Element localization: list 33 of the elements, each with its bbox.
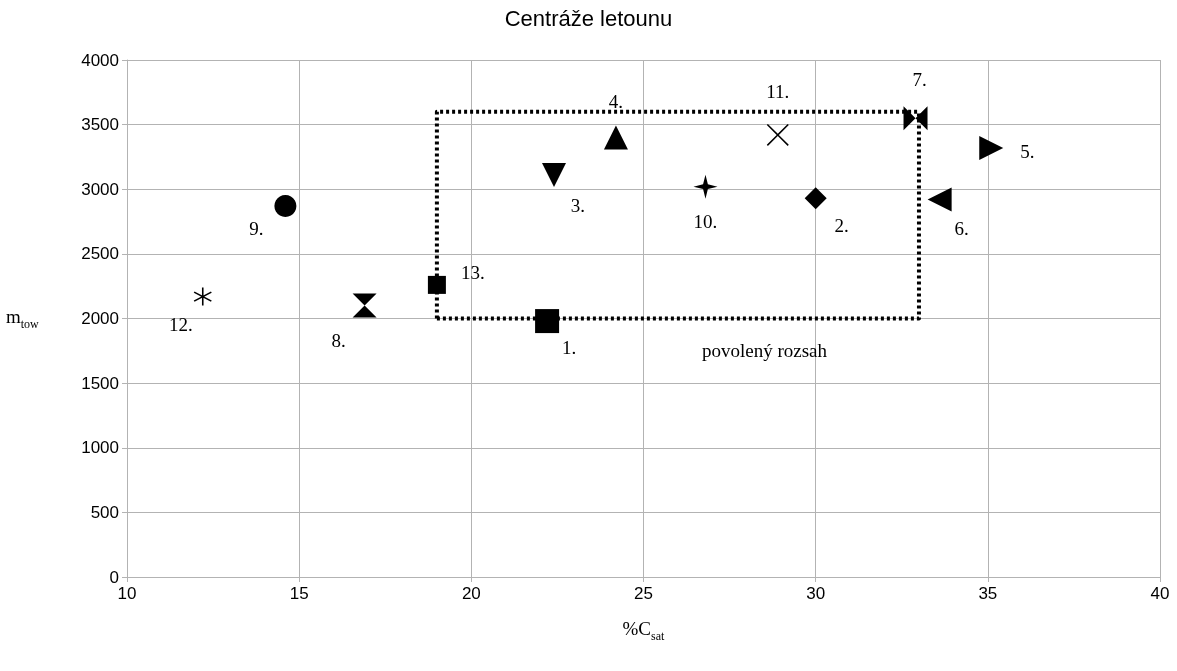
series-label: 4.: [608, 90, 624, 112]
y-tick-label: 1000: [81, 438, 119, 458]
series-label: 1.: [561, 337, 577, 359]
series-label: povolený rozsah: [701, 340, 828, 362]
series-label: 7.: [912, 69, 927, 91]
y-tick-label: 1500: [81, 373, 119, 393]
y-tick-label: 2500: [81, 244, 119, 264]
y-tick-label: 0: [109, 567, 119, 587]
y-tick-label: 500: [90, 502, 119, 522]
series-label: 8.: [331, 329, 346, 351]
x-tick-label: 40: [1150, 584, 1170, 603]
x-tick-label: 35: [978, 584, 998, 603]
series-label: 11.: [766, 80, 790, 102]
chart-title: Centráže letounu: [504, 5, 673, 31]
x-tick-label: 10: [117, 584, 137, 603]
series-label: 12.: [168, 313, 193, 335]
x-tick-label: 15: [289, 584, 309, 603]
series-label: 13.: [460, 262, 485, 284]
series-label: 2.: [834, 215, 849, 237]
series-label: 10.: [693, 210, 718, 232]
series-label: 6.: [954, 217, 969, 239]
y-tick-label: 3000: [81, 179, 119, 199]
y-tick-label: 3500: [81, 115, 119, 135]
y-tick-label: 2000: [81, 309, 119, 328]
x-tick-label: 25: [634, 584, 653, 603]
y-axis-title: m$_{tow}$: [6, 305, 39, 332]
x-tick-label: 30: [806, 584, 826, 603]
series-label: 9.: [249, 217, 264, 239]
x-tick-label: 20: [461, 584, 481, 603]
series-label: 5.: [1020, 141, 1035, 163]
y-tick-label: 4000: [81, 50, 119, 70]
series-label: 3.: [570, 195, 586, 217]
x-axis-title: %C$_{sat}$: [622, 618, 665, 644]
